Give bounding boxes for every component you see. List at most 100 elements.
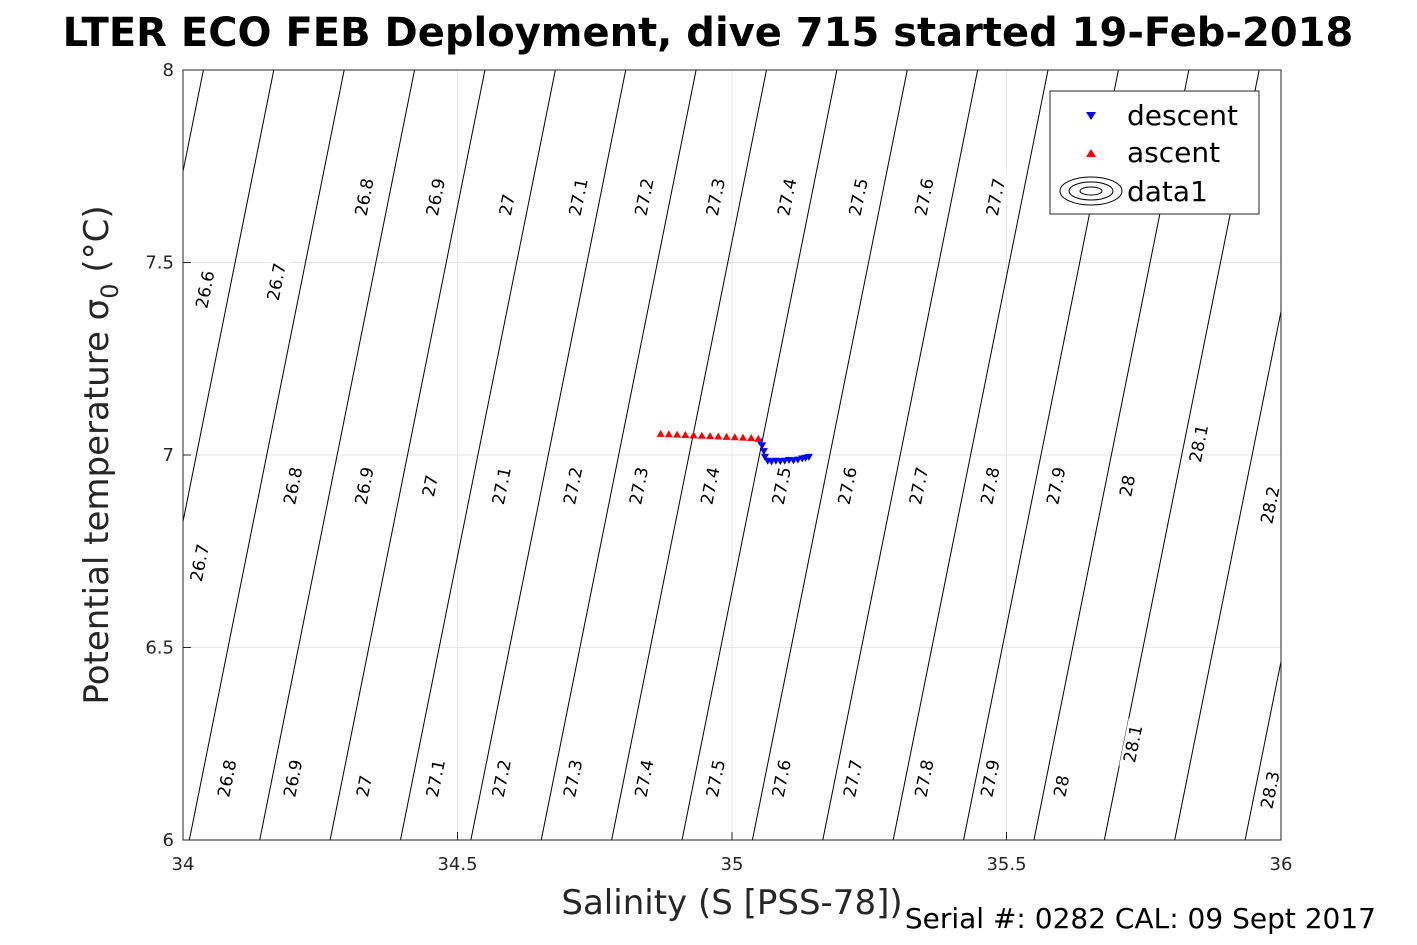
contour-label-background [905, 460, 933, 512]
contour-label-background [213, 753, 241, 804]
contour-label-background [1042, 460, 1070, 512]
y-axis-label-unit: (°C) [77, 205, 117, 283]
chart-title: LTER ECO FEB Deployment, dive 715 starte… [63, 10, 1354, 56]
contour-label-background [773, 171, 801, 223]
contour-label-background [910, 171, 938, 223]
contour-label-background [564, 171, 592, 223]
y-axis-ticks: 6 6.5 7 7.5 8 [145, 60, 191, 851]
x-tick-label: 36 [1270, 854, 1293, 875]
density-contour-line [470, 70, 627, 840]
contour-label-background [701, 171, 730, 223]
descent-point [793, 456, 802, 464]
contour-label-background [350, 460, 378, 512]
contour-label-background [279, 460, 307, 512]
x-tick-label: 34 [172, 854, 195, 875]
density-contours [183, 70, 1417, 840]
contour-label-background [185, 537, 214, 589]
density-contour-line [329, 70, 486, 840]
legend-ascent-marker [1086, 149, 1096, 157]
density-contour-line [1315, 70, 1417, 840]
contour-label-background [630, 753, 658, 804]
contour-label-background [350, 171, 378, 223]
x-axis-ticks: 34 34.5 35 35.5 36 [172, 832, 1293, 875]
density-contour-label: 27 [353, 774, 377, 799]
contour-label-background [279, 753, 307, 804]
ascent-point [722, 432, 731, 440]
ascent-point [689, 431, 698, 439]
ascent-point [706, 432, 715, 440]
density-contour-line [1174, 308, 1281, 840]
ascent-point [747, 434, 756, 442]
contour-label-background [833, 460, 861, 512]
contour-label-background [696, 460, 724, 512]
legend-descent-label: descent [1127, 99, 1238, 132]
density-contour-line [822, 70, 979, 840]
density-contour-line [1244, 658, 1281, 840]
contour-label-background [416, 460, 444, 512]
contour-label-background [625, 460, 653, 512]
legend-descent-marker [1086, 112, 1096, 120]
contour-label-background [191, 264, 219, 315]
density-contour-line [751, 70, 908, 840]
contour-label-background [976, 460, 1004, 512]
x-tick-label: 34.5 [437, 854, 477, 875]
ascent-point [681, 430, 690, 438]
density-contour-line [681, 70, 838, 840]
density-contour-line [611, 70, 767, 840]
descent-point [760, 453, 769, 461]
y-tick-label: 6.5 [145, 638, 174, 659]
density-contour-label: 27 [419, 473, 443, 498]
descent-point [758, 442, 767, 450]
legend-box [1049, 90, 1260, 215]
contour-label-background [559, 460, 587, 512]
contour-label-background [262, 256, 290, 308]
legend-data1-label: data1 [1127, 175, 1208, 208]
descent-point [804, 453, 813, 461]
y-axis-label-subscript: 0 [96, 283, 124, 298]
ascent-point [754, 434, 763, 442]
contour-label-background [839, 753, 867, 804]
legend: descent ascent data1 [1049, 90, 1260, 215]
density-contour-label: 27 [496, 192, 520, 217]
density-contour-line [183, 70, 275, 525]
contour-label-background [1256, 764, 1284, 816]
ascent-point [656, 429, 665, 437]
ascent-point [714, 432, 723, 440]
density-contour-line [399, 70, 556, 840]
density-contour-line [892, 70, 1049, 840]
contour-label-background [1256, 479, 1284, 531]
contour-label-background [767, 753, 795, 804]
contour-label-background [1113, 460, 1141, 512]
y-axis-label-main: Potential temperature [77, 320, 117, 704]
density-contour-label: 28 [1050, 774, 1074, 799]
contour-label-background [910, 753, 938, 804]
y-axis-label-sigma: σ [77, 299, 117, 321]
data-series [656, 429, 813, 466]
contour-label-background [350, 760, 378, 812]
descent-point [759, 448, 768, 456]
density-contour-line [183, 70, 204, 175]
ascent-point [697, 431, 706, 439]
density-contour-label: 28 [1116, 473, 1140, 498]
ascent-point [673, 430, 682, 438]
contour-label-background [1119, 718, 1147, 770]
contour-label-background [1185, 418, 1213, 469]
contour-label-background [1047, 760, 1075, 812]
contour-label-background [421, 753, 450, 804]
y-axis-label: Potential temperature σ0 (°C) [77, 205, 124, 704]
density-contour-line [540, 70, 697, 840]
y-tick-label: 7 [163, 445, 174, 466]
contour-label-background [630, 171, 658, 223]
contour-label-background [421, 171, 450, 223]
y-tick-label: 6 [163, 830, 174, 851]
contour-label-background [487, 753, 515, 804]
contour-label-background [701, 753, 730, 804]
ascent-point [664, 430, 673, 438]
contour-label-background [844, 171, 872, 223]
x-axis-label: Salinity (S [PSS-78]) [561, 883, 902, 923]
density-contour-line [188, 70, 345, 840]
x-tick-label: 35.5 [986, 854, 1026, 875]
legend-contour-icon [1059, 176, 1123, 206]
contour-label-background [487, 460, 515, 512]
